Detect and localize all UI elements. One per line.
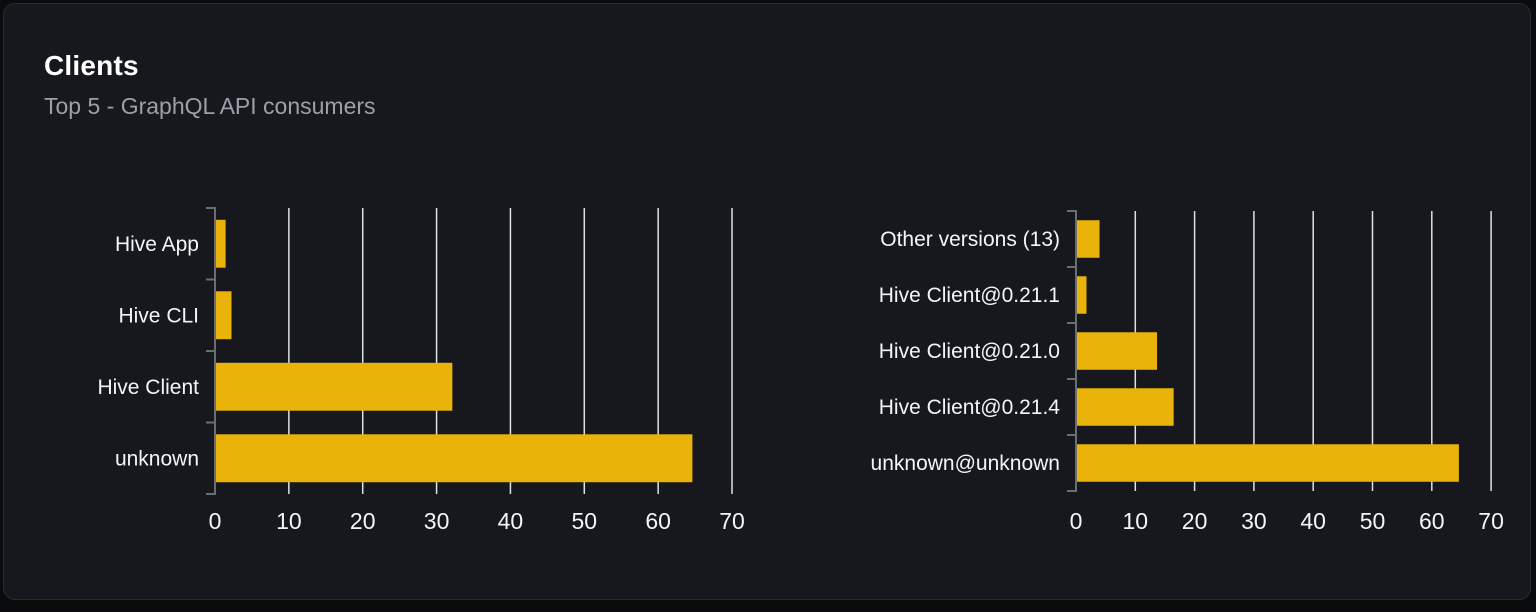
category-label: unknown bbox=[115, 447, 199, 470]
bar-hive-client-0.21.1[interactable] bbox=[1077, 276, 1087, 314]
bar-hive-app[interactable] bbox=[216, 219, 226, 268]
x-tick-label: 20 bbox=[350, 508, 376, 534]
category-label: Hive Client bbox=[97, 376, 199, 399]
x-tick-label: 60 bbox=[1419, 508, 1445, 534]
category-label: Hive App bbox=[115, 233, 199, 256]
clients-top5-bar-chart: 0 10 20 30 40 50 60 70 Hive App Hive CLI Hive Clie… bbox=[97, 207, 745, 534]
x-tick-label: 70 bbox=[1478, 508, 1504, 534]
bar-hive-client-0.21.0[interactable] bbox=[1077, 332, 1158, 370]
x-tick-label: 0 bbox=[209, 508, 222, 534]
bar-hive-client-0.21.4[interactable] bbox=[1077, 388, 1174, 426]
category-label: Other versions (13) bbox=[880, 228, 1060, 251]
x-tick-label: 30 bbox=[1241, 508, 1267, 534]
bar-unknown[interactable] bbox=[216, 434, 693, 483]
x-tick-label: 40 bbox=[1300, 508, 1326, 534]
category-label: Hive Client@0.21.1 bbox=[879, 284, 1060, 307]
category-label: Hive Client@0.21.0 bbox=[879, 340, 1060, 363]
x-tick-label: 70 bbox=[719, 508, 745, 534]
x-tick-label: 30 bbox=[424, 508, 450, 534]
category-label: unknown@unknown bbox=[871, 452, 1060, 475]
card-title: Clients bbox=[44, 50, 139, 81]
category-label: Hive CLI bbox=[118, 304, 199, 327]
x-tick-label: 40 bbox=[498, 508, 524, 534]
card-subtitle: Top 5 - GraphQL API consumers bbox=[44, 93, 376, 119]
x-tick-label: 60 bbox=[645, 508, 671, 534]
bar-hive-cli[interactable] bbox=[216, 291, 232, 340]
client-versions-bar-chart: 0 10 20 30 40 50 60 70 Other versions (13) Hive C… bbox=[871, 210, 1504, 534]
card-header: Clients Top 5 - GraphQL API consumers bbox=[44, 50, 376, 120]
bar-hive-client[interactable] bbox=[216, 362, 453, 411]
x-tick-label: 0 bbox=[1070, 508, 1083, 534]
bar-unknown-unknown[interactable] bbox=[1077, 444, 1459, 482]
x-tick-label: 50 bbox=[572, 508, 598, 534]
bar-other-versions-13-[interactable] bbox=[1077, 220, 1100, 258]
x-tick-label: 50 bbox=[1360, 508, 1386, 534]
x-tick-label: 10 bbox=[276, 508, 302, 534]
x-tick-label: 10 bbox=[1123, 508, 1149, 534]
clients-card: Clients Top 5 - GraphQL API consumers 0 1… bbox=[3, 3, 1531, 600]
x-tick-label: 20 bbox=[1182, 508, 1208, 534]
category-label: Hive Client@0.21.4 bbox=[879, 396, 1061, 419]
